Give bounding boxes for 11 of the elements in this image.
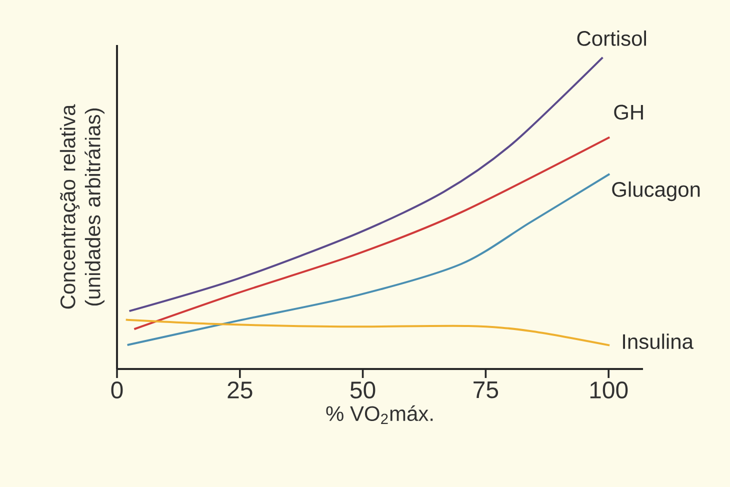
series-label: Insulina [623,334,694,350]
x-tick-label: 25 [228,382,252,399]
series-label: Glucagon [612,182,700,202]
x-tick-label: 0 [111,382,123,399]
series-label: Cortisol [577,30,646,46]
y-axis-title: Concentração relativa (unidades arbitrárias) [60,104,104,309]
x-tick-label: 75 [474,382,498,398]
x-tick-label: 50 [350,382,376,399]
x-axis-title: % VO$_{2}$máx. [326,405,433,424]
series-label: GH [614,104,643,120]
x-tick-label: 100 [590,382,628,399]
